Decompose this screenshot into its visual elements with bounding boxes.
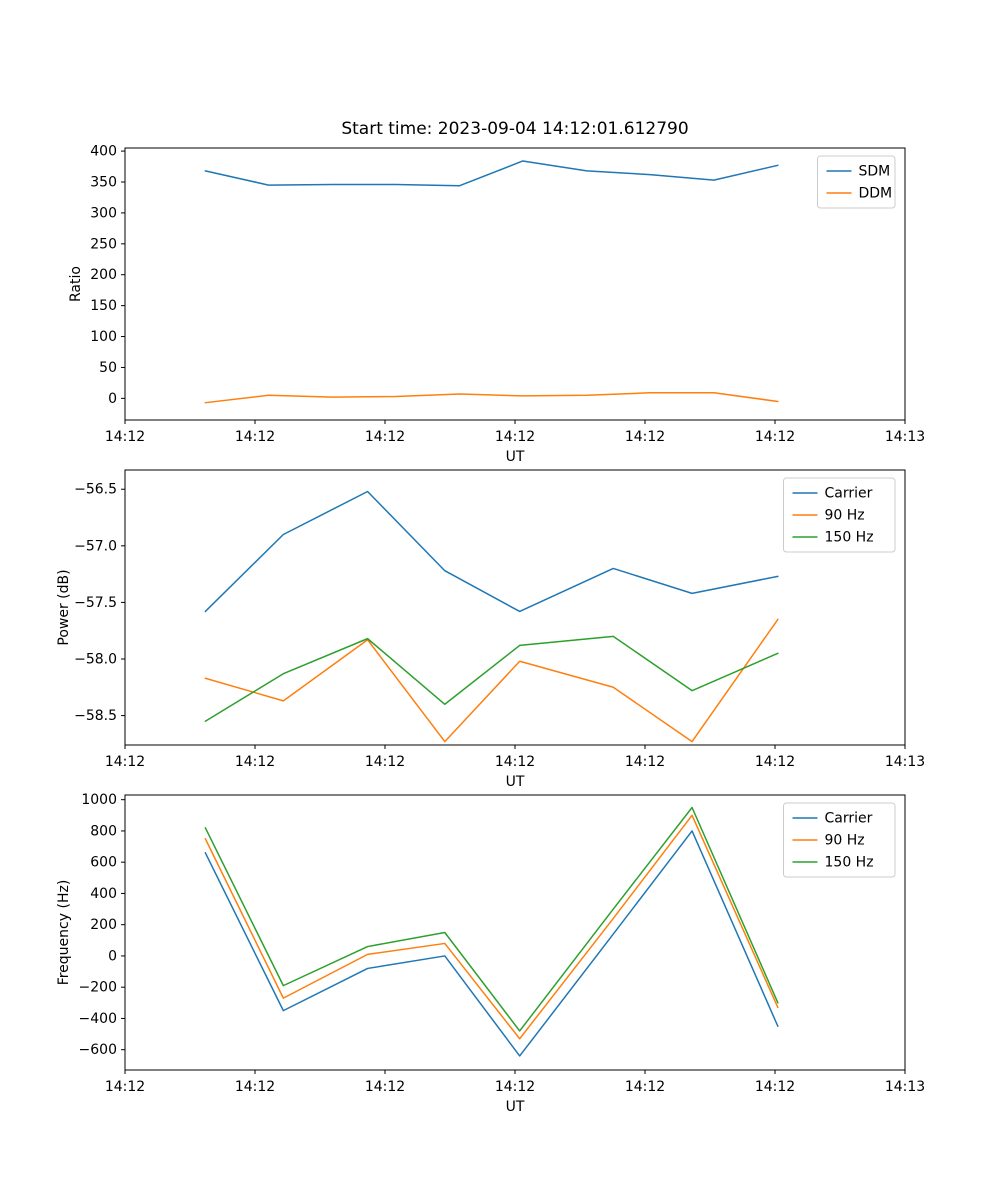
x-tick-label: 14:12 xyxy=(235,1079,275,1095)
x-tick-label: 14:12 xyxy=(495,754,535,770)
x-tick-label: 14:12 xyxy=(495,429,535,445)
x-tick-label: 14:12 xyxy=(105,429,145,445)
x-tick-label: 14:12 xyxy=(365,1079,405,1095)
x-tick-label: 14:13 xyxy=(885,429,925,445)
legend-label: 90 Hz xyxy=(825,508,865,524)
y-tick-label: −58.0 xyxy=(74,651,117,667)
y-tick-label: −57.0 xyxy=(74,538,117,554)
y-axis-label: Frequency (Hz) xyxy=(56,880,72,986)
legend-label: DDM xyxy=(859,186,893,202)
y-tick-label: −57.5 xyxy=(74,595,117,611)
legend: SDM DDM xyxy=(817,155,896,209)
y-tick-label: −600 xyxy=(79,1042,117,1058)
y-tick-label: 0 xyxy=(108,948,117,964)
x-tick-label: 14:13 xyxy=(885,1079,925,1095)
legend: Carrier 90 Hz 150 Hz xyxy=(783,802,896,878)
y-tick-label: −56.5 xyxy=(74,482,117,498)
y-tick-label: 300 xyxy=(90,205,117,221)
y-axis-label: Ratio xyxy=(68,266,84,302)
y-tick-label: 400 xyxy=(90,144,117,160)
legend-label: 90 Hz xyxy=(825,833,865,849)
y-tick-label: 200 xyxy=(90,917,117,933)
x-tick-label: 14:12 xyxy=(235,754,275,770)
legend-label: Carrier xyxy=(825,486,873,502)
y-tick-label: 200 xyxy=(90,267,117,283)
x-tick-label: 14:12 xyxy=(625,754,665,770)
x-tick-label: 14:12 xyxy=(755,1079,795,1095)
y-tick-label: −200 xyxy=(79,980,117,996)
x-tick-label: 14:12 xyxy=(625,1079,665,1095)
series-line-sdm xyxy=(204,160,779,187)
legend-box xyxy=(783,802,896,878)
y-tick-label: 0 xyxy=(108,391,117,407)
series-line-carrier xyxy=(204,490,779,613)
series-line-90-hz xyxy=(204,618,779,743)
frequency-chart: −600 −400 −200 0 200 400 600 800 1000 14:12 14:12 1… xyxy=(56,792,925,1115)
series-line-carrier xyxy=(204,830,779,1057)
series-line-ddm xyxy=(204,392,779,404)
y-tick-label: 600 xyxy=(90,855,117,871)
x-tick-label: 14:13 xyxy=(885,754,925,770)
y-tick-label: 350 xyxy=(90,175,117,191)
x-axis-label: UT xyxy=(506,774,525,790)
x-tick-label: 14:12 xyxy=(105,754,145,770)
x-tick-label: 14:12 xyxy=(625,429,665,445)
series-line-150-hz xyxy=(204,635,779,722)
y-tick-label: 400 xyxy=(90,886,117,902)
series-line-90-hz xyxy=(204,814,779,1040)
y-tick-label: 50 xyxy=(99,360,117,376)
y-axis-label: Power (dB) xyxy=(56,569,72,645)
x-tick-label: 14:12 xyxy=(365,754,405,770)
x-tick-label: 14:12 xyxy=(755,754,795,770)
x-tick-label: 14:12 xyxy=(105,1079,145,1095)
power-chart: −56.5 −57.0 −57.5 −58.0 −58.5 14:12 14:12 14:12… xyxy=(56,469,925,790)
legend-label: Carrier xyxy=(825,811,873,827)
x-tick-label: 14:12 xyxy=(235,429,275,445)
y-tick-label: −400 xyxy=(79,1011,117,1027)
axes-frame xyxy=(124,147,906,421)
legend-box xyxy=(783,477,896,553)
y-tick-label: 800 xyxy=(90,823,117,839)
ratio-chart: 0 50 100 150 200 250 300 350 400 14:12 14:12 14:12 1… xyxy=(68,119,925,465)
y-tick-label: 1000 xyxy=(81,792,117,808)
x-tick-label: 14:12 xyxy=(365,429,405,445)
legend-label: 150 Hz xyxy=(825,530,874,546)
axes-frame xyxy=(124,469,906,746)
legend: Carrier 90 Hz 150 Hz xyxy=(783,477,896,553)
y-tick-label: 100 xyxy=(90,329,117,345)
x-axis-label: UT xyxy=(506,1099,525,1115)
legend-box xyxy=(817,155,896,209)
x-tick-label: 14:12 xyxy=(755,429,795,445)
x-axis-label: UT xyxy=(506,449,525,465)
legend-label: 150 Hz xyxy=(825,855,874,871)
y-tick-label: −58.5 xyxy=(74,708,117,724)
series-line-150-hz xyxy=(204,806,779,1032)
legend-label: SDM xyxy=(859,164,891,180)
x-tick-label: 14:12 xyxy=(495,1079,535,1095)
y-tick-label: 250 xyxy=(90,236,117,252)
chart-title: Start time: 2023-09-04 14:12:01.612790 xyxy=(341,119,688,139)
y-tick-label: 150 xyxy=(90,298,117,314)
